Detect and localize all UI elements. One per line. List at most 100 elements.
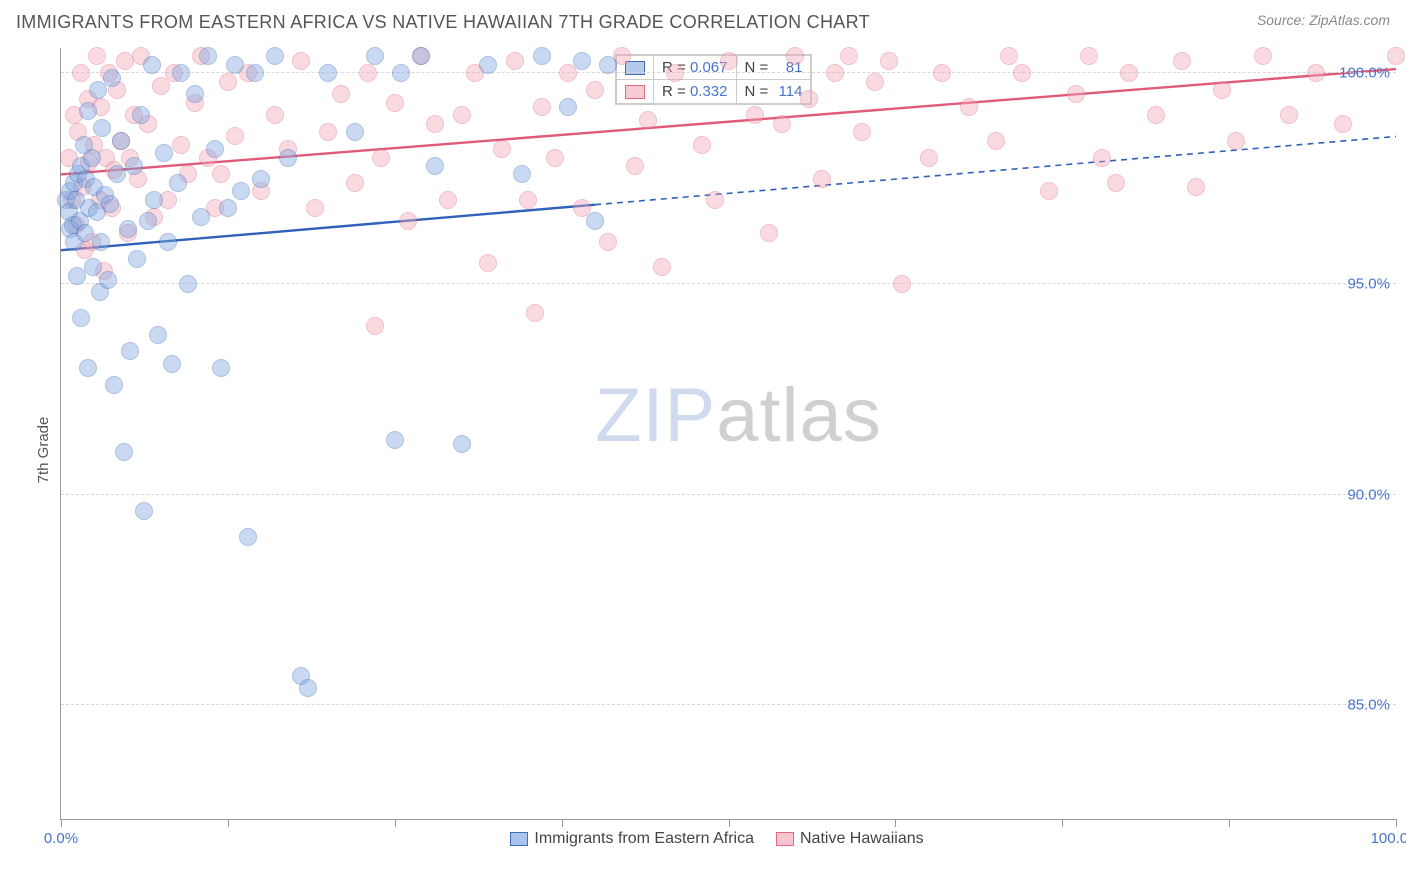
data-point xyxy=(987,132,1005,150)
data-point xyxy=(163,355,181,373)
data-point xyxy=(121,342,139,360)
series-legend: Immigrants from Eastern AfricaNative Haw… xyxy=(16,830,1396,848)
data-point xyxy=(506,52,524,70)
data-point xyxy=(920,149,938,167)
x-tick xyxy=(61,819,62,827)
stats-table: R = 0.067N = 81R = 0.332N = 114 xyxy=(616,55,811,104)
data-point xyxy=(199,47,217,65)
data-point xyxy=(359,64,377,82)
data-point xyxy=(533,98,551,116)
y-tick-label: 95.0% xyxy=(1347,275,1390,292)
data-point xyxy=(119,220,137,238)
data-point xyxy=(586,81,604,99)
data-point xyxy=(386,94,404,112)
data-point xyxy=(99,271,117,289)
data-point xyxy=(533,47,551,65)
data-point xyxy=(132,106,150,124)
data-point xyxy=(219,199,237,217)
data-point xyxy=(1227,132,1245,150)
legend-label: Native Hawaiians xyxy=(800,830,924,847)
data-point xyxy=(1120,64,1138,82)
data-point xyxy=(453,435,471,453)
data-point xyxy=(366,47,384,65)
data-point xyxy=(206,140,224,158)
data-point xyxy=(169,174,187,192)
x-tick xyxy=(228,819,229,827)
data-point xyxy=(143,56,161,74)
data-point xyxy=(125,157,143,175)
data-point xyxy=(653,258,671,276)
data-point xyxy=(246,64,264,82)
data-point xyxy=(866,73,884,91)
data-point xyxy=(960,98,978,116)
data-point xyxy=(139,212,157,230)
data-point xyxy=(332,85,350,103)
data-point xyxy=(786,47,804,65)
data-point xyxy=(853,123,871,141)
data-point xyxy=(840,47,858,65)
data-point xyxy=(546,149,564,167)
data-point xyxy=(108,165,126,183)
data-point xyxy=(1147,106,1165,124)
data-point xyxy=(392,64,410,82)
data-point xyxy=(1040,182,1058,200)
data-point xyxy=(105,376,123,394)
data-point xyxy=(179,275,197,293)
data-point xyxy=(693,136,711,154)
data-point xyxy=(79,359,97,377)
data-point xyxy=(1080,47,1098,65)
data-point xyxy=(226,56,244,74)
data-point xyxy=(826,64,844,82)
data-point xyxy=(346,123,364,141)
data-point xyxy=(155,144,173,162)
data-point xyxy=(212,359,230,377)
x-tick xyxy=(729,819,730,827)
data-point xyxy=(112,132,130,150)
data-point xyxy=(519,191,537,209)
data-point xyxy=(192,208,210,226)
data-point xyxy=(232,182,250,200)
data-point xyxy=(266,47,284,65)
data-point xyxy=(746,106,764,124)
correlation-stats-legend: R = 0.067N = 81R = 0.332N = 114 xyxy=(615,54,812,105)
data-point xyxy=(760,224,778,242)
data-point xyxy=(599,233,617,251)
legend-swatch xyxy=(510,832,528,846)
data-point xyxy=(773,115,791,133)
data-point xyxy=(1280,106,1298,124)
chart-container: 7th Grade ZIPatlas R = 0.067N = 81R = 0.… xyxy=(16,48,1396,852)
data-point xyxy=(103,69,121,87)
legend-swatch xyxy=(776,832,794,846)
data-point xyxy=(299,679,317,697)
data-point xyxy=(1307,64,1325,82)
data-point xyxy=(893,275,911,293)
x-tick xyxy=(1396,819,1397,827)
watermark-atlas: atlas xyxy=(716,373,882,458)
data-point xyxy=(88,47,106,65)
data-point xyxy=(279,149,297,167)
chart-title: IMMIGRANTS FROM EASTERN AFRICA VS NATIVE… xyxy=(16,12,870,33)
data-point xyxy=(1093,149,1111,167)
data-point xyxy=(1107,174,1125,192)
data-point xyxy=(493,140,511,158)
data-point xyxy=(149,326,167,344)
data-point xyxy=(1000,47,1018,65)
data-point xyxy=(439,191,457,209)
plot-area: ZIPatlas R = 0.067N = 81R = 0.332N = 114… xyxy=(60,48,1396,820)
data-point xyxy=(135,502,153,520)
data-point xyxy=(426,115,444,133)
data-point xyxy=(83,149,101,167)
data-point xyxy=(1387,47,1405,65)
data-point xyxy=(599,56,617,74)
data-point xyxy=(101,195,119,213)
data-point xyxy=(1067,85,1085,103)
data-point xyxy=(145,191,163,209)
data-point xyxy=(813,170,831,188)
data-point xyxy=(79,102,97,120)
data-point xyxy=(513,165,531,183)
data-point xyxy=(172,136,190,154)
data-point xyxy=(266,106,284,124)
data-point xyxy=(1334,115,1352,133)
y-axis-label: 7th Grade xyxy=(35,417,52,484)
data-point xyxy=(252,170,270,188)
